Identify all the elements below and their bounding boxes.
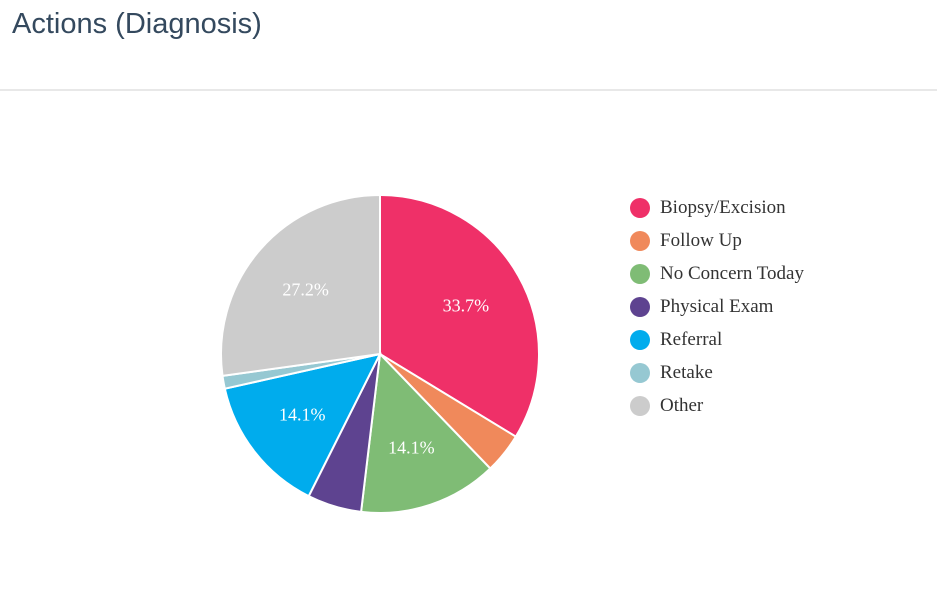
header-divider [0,89,937,91]
legend-label: Physical Exam [660,295,774,317]
pie-slice-biopsy-excision[interactable] [379,193,540,439]
legend-label: Other [660,394,704,416]
legend-color-swatch [630,362,650,383]
slice-data-label: 14.1% [279,405,326,425]
legend-item[interactable]: Retake [630,356,804,389]
legend-item[interactable]: Referral [630,323,804,356]
legend-color-swatch [630,296,650,317]
pie-slice-referral[interactable] [223,352,382,498]
legend-color-swatch [630,395,650,416]
legend-color-swatch [630,263,650,284]
legend-item[interactable]: Other [630,389,804,422]
legend-item[interactable]: Physical Exam [630,290,804,323]
legend-label: Referral [660,328,723,350]
legend-color-swatch [630,197,650,218]
page-title: Actions (Diagnosis) [12,8,262,40]
legend-label: No Concern Today [660,262,804,284]
legend-label: Retake [660,361,713,383]
legend-item[interactable]: Biopsy/Excision [630,191,804,224]
legend-item[interactable]: Follow Up [630,224,804,257]
slice-data-label: 33.7% [443,296,490,316]
pie-slice-other[interactable] [220,193,381,378]
pie-slice-no-concern-today[interactable] [359,351,492,514]
legend-color-swatch [630,230,650,251]
legend-color-swatch [630,329,650,350]
legend-label: Follow Up [660,229,742,251]
legend-item[interactable]: No Concern Today [630,257,804,290]
chart-legend: Biopsy/Excision Follow Up No Concern Today… [630,191,804,422]
slice-data-label: 27.2% [282,279,329,299]
legend-label: Biopsy/Excision [660,196,786,218]
slice-data-label: 14.1% [388,437,435,457]
